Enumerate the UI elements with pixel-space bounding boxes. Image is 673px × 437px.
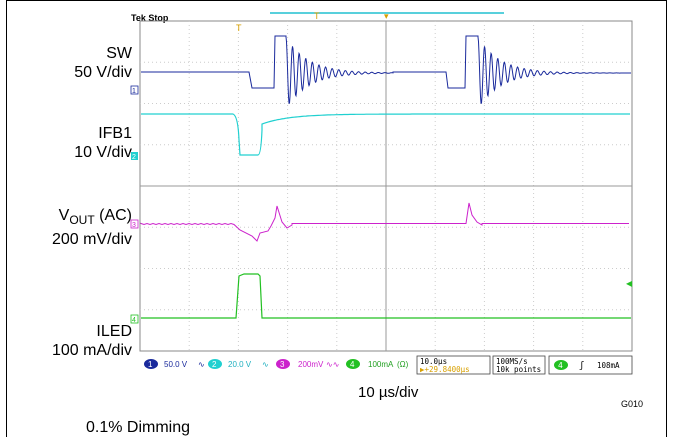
ch3-readout-num: 3 bbox=[280, 360, 285, 369]
figure-id: G010 bbox=[621, 399, 644, 409]
ch2-label: IFB1 10 V/div bbox=[40, 124, 132, 162]
trigger-position-readout: ▶+29.8400µs bbox=[420, 365, 470, 374]
trigger-level-arrow: ◀ bbox=[626, 279, 633, 288]
trigger-source-badge bbox=[554, 360, 568, 370]
ch4-marker bbox=[130, 314, 139, 324]
frame-left-border bbox=[6, 0, 7, 437]
frame-right-border bbox=[666, 0, 667, 437]
ch1-scale: 50 V/div bbox=[74, 64, 132, 81]
ch2-bw-icon: ∿ bbox=[262, 360, 269, 369]
figure-caption: 0.1% Dimming bbox=[86, 419, 191, 436]
cursor-marker: ▾ bbox=[384, 11, 389, 21]
trigger-source-num: 4 bbox=[558, 361, 563, 370]
ch3-readout-badge bbox=[276, 359, 290, 369]
ch1-readout-badge bbox=[144, 359, 158, 369]
ch3-marker bbox=[130, 219, 139, 229]
graticule-grid bbox=[140, 21, 632, 351]
ifb1-waveform bbox=[141, 113, 630, 156]
ch1-label: SW 50 V/div bbox=[40, 44, 132, 82]
ch4-name: ILED bbox=[96, 323, 132, 340]
trigger-t-marker: T bbox=[236, 23, 242, 33]
vout-waveform bbox=[140, 202, 629, 242]
ch4-readout-badge bbox=[346, 359, 360, 369]
ch1-readout-value: 50.0 V bbox=[164, 360, 188, 369]
channel-readouts: 1 50.0 V ∿ 2 20.0 V ∿ 3 200mV ∿∿ 4 100mA… bbox=[144, 359, 409, 369]
ch1-marker-text: 1 bbox=[132, 88, 136, 95]
timebase-readout: 10.0µs bbox=[420, 357, 447, 366]
record-length-readout: 10k points bbox=[496, 365, 541, 374]
timebase-box bbox=[416, 355, 491, 375]
ch3-scale: 200 mV/div bbox=[51, 231, 132, 249]
iled-waveform bbox=[141, 273, 631, 319]
ch2-readout-num: 2 bbox=[212, 360, 217, 369]
trigger-level-readout: 108mA bbox=[597, 361, 620, 370]
ch1-marker bbox=[130, 85, 139, 95]
ch4-ohm-icon: (Ω) bbox=[397, 360, 409, 369]
ch1-bw-icon: ∿ bbox=[198, 360, 205, 369]
ch2-readout-badge bbox=[208, 359, 222, 369]
acquisition-box bbox=[492, 355, 546, 375]
ch1-name: SW bbox=[106, 45, 132, 62]
ch3-label: VOUT (AC) 200 mV/div bbox=[10, 206, 132, 249]
ch3-bw-icon: ∿∿ bbox=[326, 360, 339, 369]
sample-rate-readout: 100MS/s bbox=[496, 357, 528, 366]
ch4-marker-text: 4 bbox=[132, 317, 136, 324]
ch1-readout-num: 1 bbox=[148, 360, 153, 369]
ch3-readout-value: 200mV bbox=[298, 360, 324, 369]
ch2-scale: 10 V/div bbox=[74, 144, 132, 161]
timebase-label: 10 µs/div bbox=[358, 384, 419, 401]
channel-markers: 1 2 3 4 bbox=[130, 85, 139, 324]
ch2-marker bbox=[131, 152, 138, 160]
ch4-scale: 100 mA/div bbox=[51, 342, 132, 359]
ch3-marker-text: 3 bbox=[132, 222, 136, 229]
trigger-box bbox=[548, 355, 633, 375]
ch4-label: ILED 100 mA/div bbox=[20, 322, 132, 360]
ch4-readout-value: 100mA bbox=[368, 360, 394, 369]
frame-top-border bbox=[6, 0, 667, 1]
ch2-marker-text: 2 bbox=[132, 154, 136, 161]
scope-status: Tek Stop bbox=[131, 13, 169, 23]
ch4-readout-num: 4 bbox=[350, 360, 355, 369]
ch3-name: VOUT (AC) bbox=[58, 207, 132, 228]
trigger-position-marker: T bbox=[314, 11, 320, 21]
sw-waveform bbox=[141, 35, 631, 104]
ch2-readout-value: 20.0 V bbox=[228, 360, 252, 369]
ch2-name: IFB1 bbox=[98, 125, 132, 142]
rising-edge-icon: ʃ bbox=[579, 361, 584, 371]
